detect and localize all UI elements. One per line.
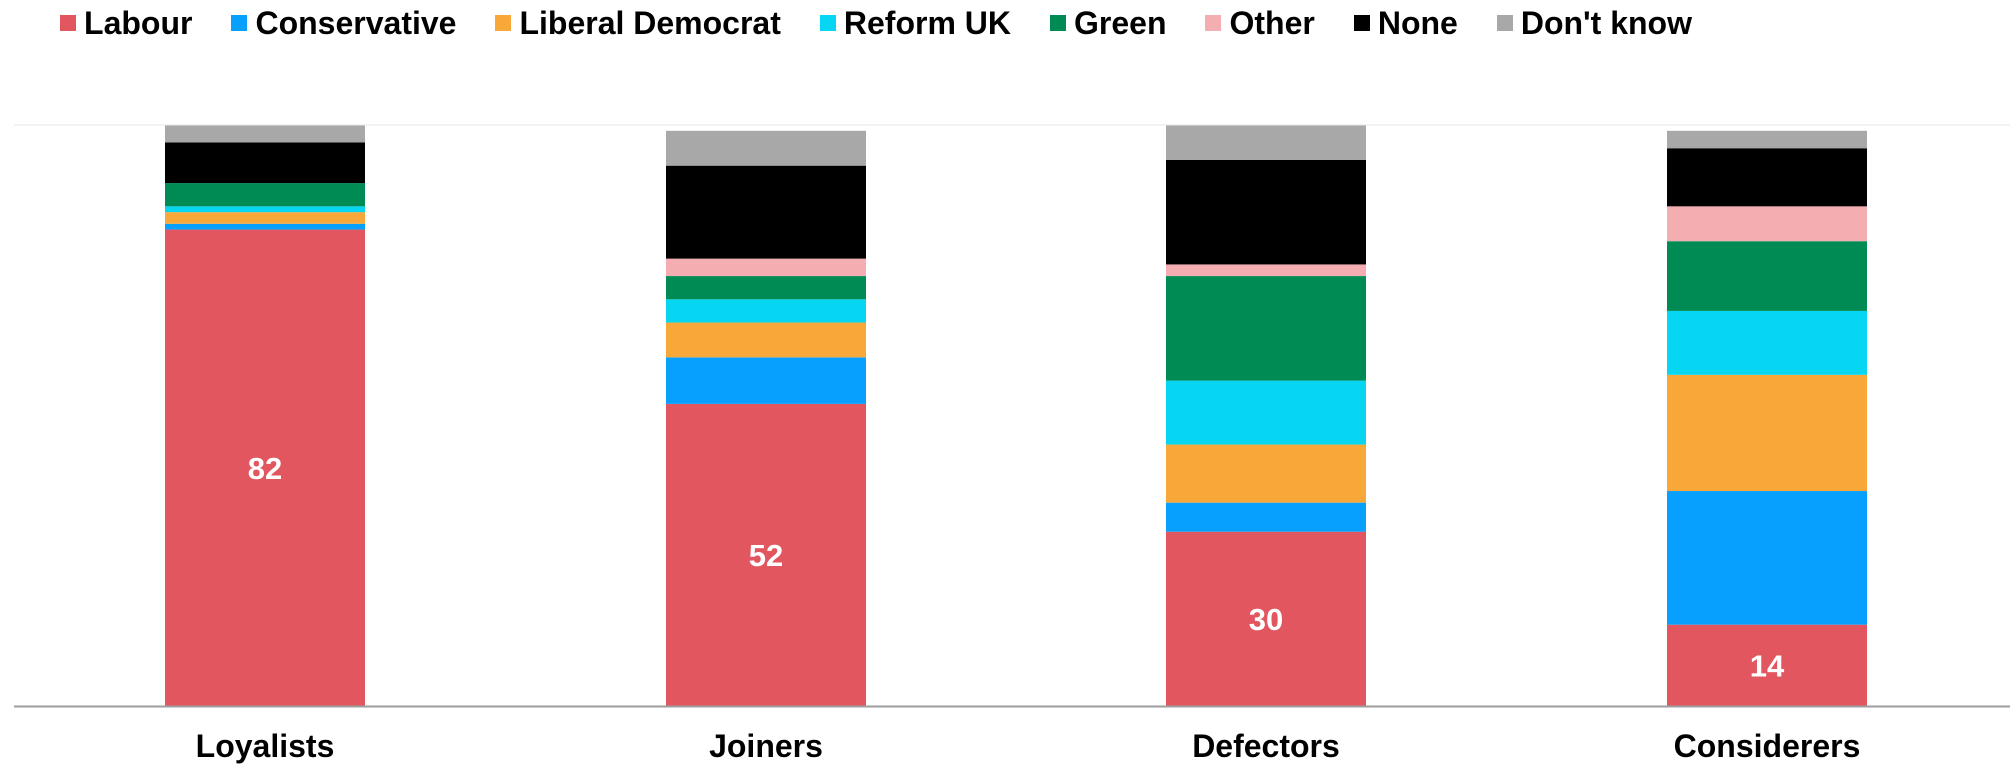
bar-considerers-liberal-democrat xyxy=(1667,374,1867,492)
legend-label-reform-uk: Reform UK xyxy=(843,5,1011,41)
bar-loyalists-green xyxy=(165,183,365,207)
bar-joiners-labour xyxy=(666,403,866,706)
bars-layer xyxy=(165,125,1867,706)
bar-defectors-don-t-know xyxy=(1166,125,1366,160)
axis-layer xyxy=(14,124,2010,708)
bar-considerers-other xyxy=(1667,206,1867,242)
legend-item-labour: Labour xyxy=(60,4,192,42)
bar-defectors-green xyxy=(1166,276,1366,381)
data-label-considerers: 14 xyxy=(1750,648,1785,683)
x-tick-label-considerers: Considerers xyxy=(1674,728,1861,764)
legend-swatch-liberal-democrat xyxy=(495,15,512,31)
legend: Labour Conservative Liberal Democrat Reform… xyxy=(0,4,2010,42)
legend-label-conservative: Conservative xyxy=(255,5,457,41)
legend-swatch-other xyxy=(1205,15,1222,31)
legend-label-other: Other xyxy=(1229,5,1315,41)
legend-swatch-green xyxy=(1050,15,1066,31)
legend-item-other: Other xyxy=(1205,4,1315,42)
labels-layer: Loyalists Joiners Defectors Considerers 82 52… xyxy=(196,451,1861,764)
bar-defectors-reform-uk xyxy=(1166,380,1366,445)
legend-label-don-t-know: Don't know xyxy=(1520,5,1692,41)
legend-swatch-labour xyxy=(60,15,77,31)
data-label-joiners: 52 xyxy=(749,538,783,573)
legend-item-conservative: Conservative xyxy=(231,4,456,42)
bar-considerers-reform-uk xyxy=(1667,310,1867,375)
legend-label-labour: Labour xyxy=(84,5,193,41)
legend-label-none: None xyxy=(1377,5,1458,41)
bar-loyalists-liberal-democrat xyxy=(165,212,365,224)
bar-defectors-liberal-democrat xyxy=(1166,444,1366,503)
data-label-loyalists: 82 xyxy=(248,451,282,486)
bar-defectors-conservative xyxy=(1166,502,1366,532)
legend-swatch-don-t-know xyxy=(1496,15,1513,31)
bar-loyalists-reform-uk xyxy=(165,206,365,213)
bar-loyalists-none xyxy=(165,142,365,184)
bar-joiners-other xyxy=(666,258,866,277)
legend-swatch-none xyxy=(1353,15,1370,31)
bar-loyalists-don-t-know xyxy=(165,125,365,143)
x-tick-label-loyalists: Loyalists xyxy=(196,728,335,764)
bar-joiners-reform-uk xyxy=(666,299,866,323)
bar-defectors-none xyxy=(1166,159,1366,265)
bar-loyalists-labour xyxy=(165,229,365,706)
legend-swatch-conservative xyxy=(231,15,248,31)
legend-item-liberal-democrat: Liberal Democrat xyxy=(495,4,781,42)
bar-joiners-green xyxy=(666,276,866,300)
bar-loyalists-conservative xyxy=(165,223,365,230)
legend-item-none: None xyxy=(1353,4,1458,42)
legend-items: Labour Conservative Liberal Democrat Reform… xyxy=(60,4,1692,42)
bar-joiners-don-t-know xyxy=(666,130,866,166)
bar-considerers-green xyxy=(1667,241,1867,311)
data-label-defectors: 30 xyxy=(1249,602,1283,637)
legend-label-liberal-democrat: Liberal Democrat xyxy=(519,5,781,41)
legend-item-reform-uk: Reform UK xyxy=(819,4,1011,42)
bar-defectors-labour xyxy=(1166,531,1366,706)
bar-considerers-none xyxy=(1667,148,1867,207)
legend-item-don-t-know: Don't know xyxy=(1496,4,1692,42)
bar-joiners-liberal-democrat xyxy=(666,322,866,358)
bar-considerers-don-t-know xyxy=(1667,130,1867,149)
bar-joiners-conservative xyxy=(666,357,866,404)
bar-defectors-other xyxy=(1166,264,1366,277)
bar-considerers-conservative xyxy=(1667,491,1867,625)
x-tick-label-joiners: Joiners xyxy=(709,728,823,764)
legend-item-green: Green xyxy=(1050,4,1166,42)
x-tick-label-defectors: Defectors xyxy=(1192,728,1340,764)
legend-swatch-reform-uk xyxy=(819,15,836,31)
bar-considerers-labour xyxy=(1667,624,1867,706)
legend-label-green: Green xyxy=(1074,5,1167,41)
bar-joiners-none xyxy=(666,165,866,259)
